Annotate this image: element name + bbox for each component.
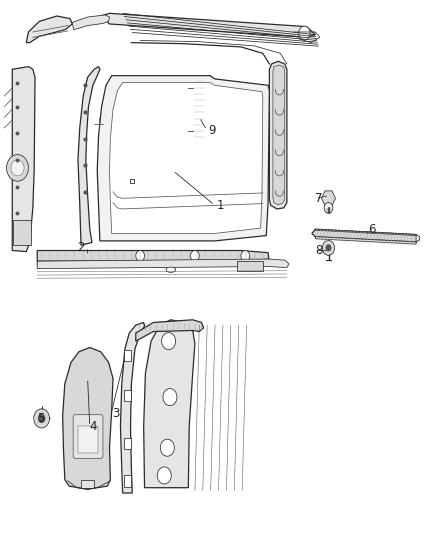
Text: 4: 4 xyxy=(90,420,97,433)
Circle shape xyxy=(184,126,191,135)
Circle shape xyxy=(299,26,310,40)
Polygon shape xyxy=(110,83,263,233)
Polygon shape xyxy=(12,67,35,252)
Polygon shape xyxy=(416,235,420,242)
Text: 6: 6 xyxy=(368,223,375,236)
Bar xyxy=(237,261,263,271)
Polygon shape xyxy=(315,237,416,244)
Polygon shape xyxy=(312,229,420,242)
Ellipse shape xyxy=(166,267,176,272)
Bar xyxy=(124,475,131,487)
Circle shape xyxy=(34,409,49,428)
Circle shape xyxy=(157,467,171,484)
Polygon shape xyxy=(273,65,285,205)
Circle shape xyxy=(160,439,174,456)
Polygon shape xyxy=(97,76,269,241)
Polygon shape xyxy=(78,67,100,245)
Polygon shape xyxy=(315,229,416,236)
Polygon shape xyxy=(136,320,204,341)
Text: 7: 7 xyxy=(315,192,323,205)
Circle shape xyxy=(11,160,24,176)
Circle shape xyxy=(38,414,45,423)
Polygon shape xyxy=(101,13,315,37)
Circle shape xyxy=(326,245,331,251)
Circle shape xyxy=(7,155,28,181)
Circle shape xyxy=(241,251,250,261)
Text: 5: 5 xyxy=(37,412,45,425)
Polygon shape xyxy=(144,320,195,488)
Bar xyxy=(124,438,131,449)
Text: 3: 3 xyxy=(112,407,119,419)
Circle shape xyxy=(324,203,333,213)
Circle shape xyxy=(184,84,191,92)
Bar xyxy=(124,390,131,401)
Polygon shape xyxy=(81,480,94,488)
Text: 8: 8 xyxy=(315,244,323,257)
Polygon shape xyxy=(269,61,287,209)
Text: 1: 1 xyxy=(217,199,224,212)
Circle shape xyxy=(163,389,177,406)
Polygon shape xyxy=(72,15,110,30)
FancyBboxPatch shape xyxy=(73,415,103,458)
Bar xyxy=(193,77,206,141)
Bar xyxy=(124,350,131,361)
Text: 2: 2 xyxy=(77,241,84,254)
Polygon shape xyxy=(63,348,113,489)
Circle shape xyxy=(162,333,176,350)
Polygon shape xyxy=(26,16,72,43)
Circle shape xyxy=(322,240,335,255)
Polygon shape xyxy=(37,251,269,261)
Bar xyxy=(13,220,31,245)
Circle shape xyxy=(191,251,199,261)
Polygon shape xyxy=(120,322,145,493)
Bar xyxy=(78,426,98,453)
Circle shape xyxy=(136,251,145,261)
Text: 9: 9 xyxy=(208,124,215,137)
Polygon shape xyxy=(37,259,289,269)
Polygon shape xyxy=(37,260,269,265)
